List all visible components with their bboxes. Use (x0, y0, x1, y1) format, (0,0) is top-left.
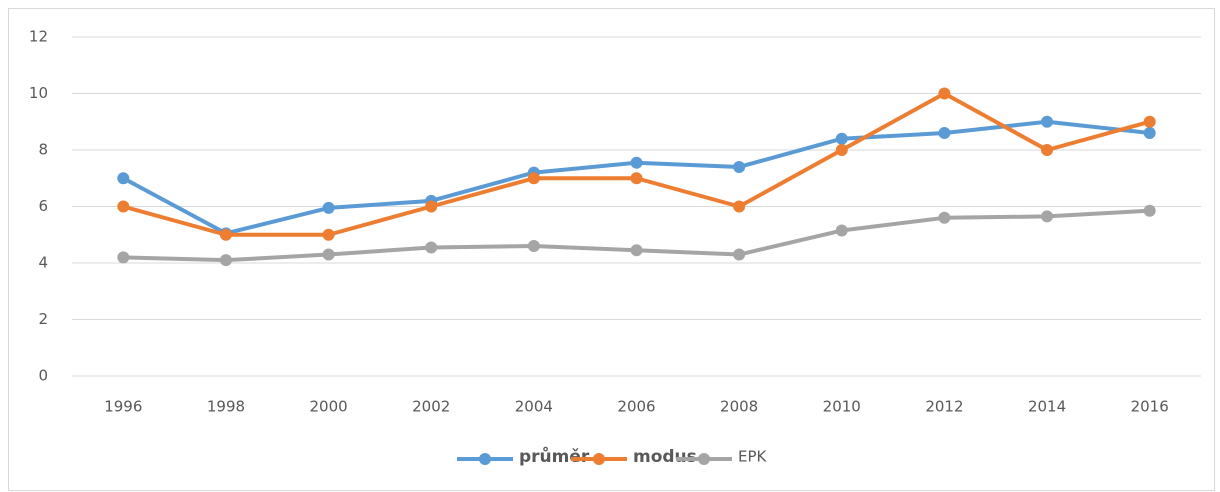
data-point (835, 132, 848, 145)
data-point (425, 200, 438, 213)
data-point (322, 248, 335, 261)
x-tick-label: 2014 (1028, 398, 1066, 416)
y-tick-label: 8 (38, 141, 48, 159)
y-tick-label: 4 (38, 254, 48, 272)
data-point (117, 200, 130, 213)
data-point (630, 244, 643, 257)
x-tick-label: 2004 (515, 398, 553, 416)
x-tick-label: 2002 (412, 398, 450, 416)
x-tick-label: 2006 (617, 398, 655, 416)
data-point (1041, 115, 1054, 128)
data-point (938, 87, 951, 100)
data-point (1143, 115, 1156, 128)
x-tick-label: 2000 (309, 398, 347, 416)
legend-marker (698, 453, 710, 465)
data-point (630, 156, 643, 169)
data-point (219, 228, 232, 241)
y-tick-label: 10 (29, 84, 48, 102)
data-point (219, 254, 232, 267)
y-tick-label: 2 (38, 310, 48, 328)
legend-label: průměr (519, 445, 590, 467)
y-tick-label: 12 (29, 28, 48, 46)
x-tick-label: 2012 (925, 398, 963, 416)
data-point (1143, 204, 1156, 217)
data-point (1041, 144, 1054, 156)
data-point (322, 201, 335, 214)
data-point (1143, 127, 1156, 140)
data-point (938, 211, 951, 224)
data-point (1041, 210, 1054, 223)
legend-marker (479, 453, 491, 465)
data-point (425, 241, 438, 254)
legend-label: modus (633, 447, 697, 467)
data-point (938, 127, 951, 140)
data-point (733, 160, 746, 173)
x-tick-label: 1998 (207, 398, 245, 416)
data-point (527, 240, 540, 253)
x-tick-label: 1996 (104, 398, 142, 416)
data-point (630, 172, 643, 185)
data-point (527, 172, 540, 185)
data-point (733, 200, 746, 213)
x-tick-label: 2010 (823, 398, 861, 416)
data-point (835, 224, 848, 237)
legend-marker (593, 453, 605, 465)
x-tick-label: 2016 (1131, 398, 1169, 416)
data-point (835, 144, 848, 156)
data-point (117, 172, 130, 185)
y-tick-label: 0 (38, 367, 48, 385)
x-tick-label: 2008 (720, 398, 758, 416)
data-point (117, 251, 130, 264)
legend-label: EPK (738, 448, 768, 466)
data-point (322, 228, 335, 241)
y-tick-label: 6 (38, 197, 48, 215)
data-point (733, 248, 746, 261)
